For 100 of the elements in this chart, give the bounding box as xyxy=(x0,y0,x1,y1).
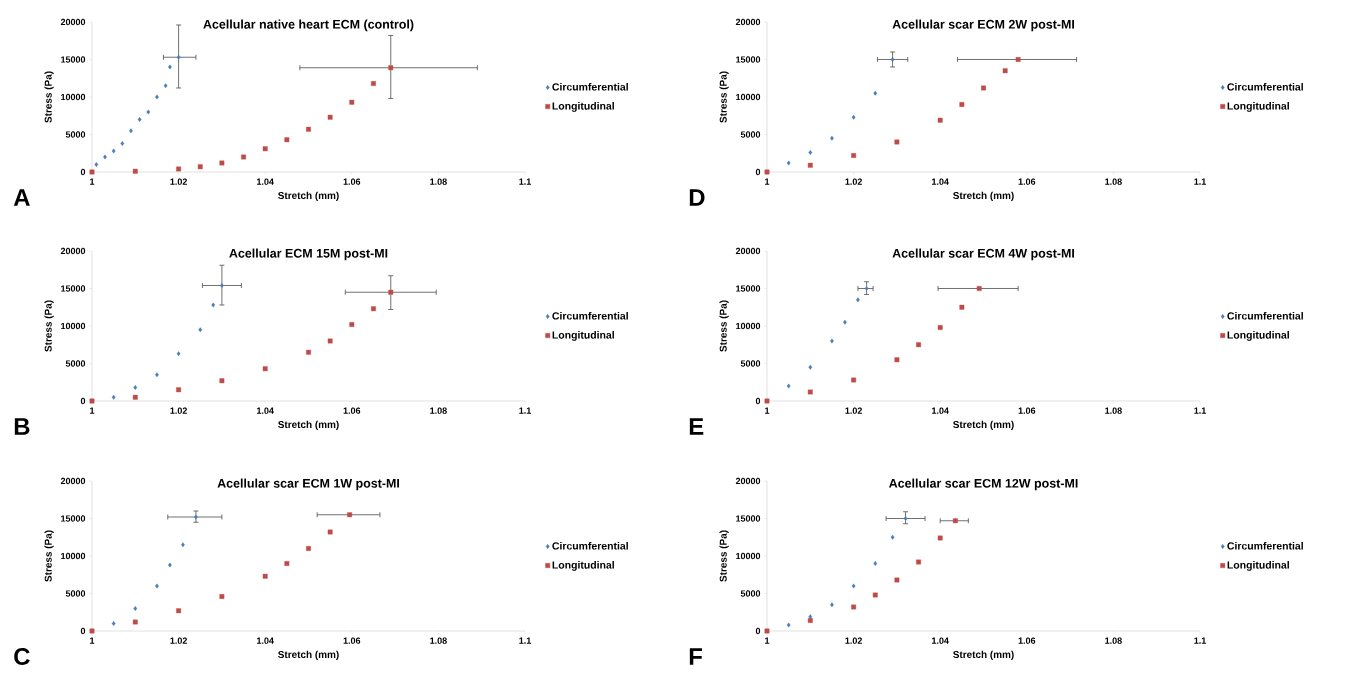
x-tick-label: 1.08 xyxy=(430,407,447,414)
y-tick-label: 0 xyxy=(755,397,761,405)
point xyxy=(371,81,376,86)
x-axis-title: Stretch (mm) xyxy=(953,650,1014,660)
point xyxy=(306,546,311,551)
x-tick-label: 1.04 xyxy=(257,637,274,644)
legend-label: Circumferential xyxy=(1227,541,1303,550)
y-tick-label: 20000 xyxy=(60,18,86,26)
x-tick-label: 1.08 xyxy=(430,178,447,185)
y-axis-title: Stress (Pa) xyxy=(44,71,54,123)
x-tick-label: 1.1 xyxy=(1194,637,1206,644)
point xyxy=(306,349,311,355)
point xyxy=(1002,68,1008,74)
point xyxy=(241,154,246,160)
point xyxy=(873,561,878,566)
point xyxy=(808,150,813,155)
y-tick-label: 10000 xyxy=(61,93,86,101)
x-tick-label: 1.04 xyxy=(257,178,274,185)
y-axis-title: Stress (Pa) xyxy=(44,530,54,582)
point xyxy=(830,338,834,344)
y-tick-label: 5000 xyxy=(65,360,86,367)
x-tick-label: 1 xyxy=(90,637,95,644)
point xyxy=(851,153,857,158)
point xyxy=(388,289,394,295)
point xyxy=(103,154,107,160)
y-tick-label: 10000 xyxy=(736,552,761,560)
point xyxy=(198,327,203,333)
chart-title: Acellular scar ECM 1W post-MI xyxy=(217,478,399,491)
legend-label: Longitudinal xyxy=(1227,330,1289,341)
point xyxy=(197,164,203,170)
point xyxy=(851,583,856,589)
point xyxy=(890,57,895,62)
x-tick-label: 1 xyxy=(765,407,770,414)
text: D xyxy=(689,189,705,206)
x-tick-label: 1.06 xyxy=(1018,178,1036,185)
point xyxy=(146,109,151,115)
point xyxy=(786,160,791,166)
point xyxy=(94,162,99,167)
x-tick-label: 1.1 xyxy=(519,407,531,414)
point xyxy=(916,559,921,565)
point xyxy=(388,65,394,71)
chart-title: Acellular ECM 15M post-MI xyxy=(229,248,388,261)
x-tick-label: 1.08 xyxy=(430,637,447,644)
point xyxy=(959,304,965,310)
point xyxy=(976,286,982,291)
x-axis-title: Stretch (mm) xyxy=(278,191,339,201)
y-tick-label: 10000 xyxy=(61,552,86,560)
x-tick-label: 1.06 xyxy=(1018,407,1036,414)
point xyxy=(349,322,355,327)
x-tick-label: 1 xyxy=(90,407,95,414)
point xyxy=(843,319,847,325)
x-tick-label: 1.04 xyxy=(932,178,949,185)
text: C xyxy=(14,648,30,665)
point xyxy=(176,387,181,393)
x-tick-label: 1.06 xyxy=(1018,637,1036,644)
y-tick-label: 5000 xyxy=(740,590,761,597)
point xyxy=(111,148,116,154)
point xyxy=(903,516,908,521)
y-tick-label: 15000 xyxy=(736,285,761,292)
legend-label: Longitudinal xyxy=(1227,101,1289,112)
legend-label: Circumferential xyxy=(1227,82,1303,91)
point xyxy=(864,286,869,291)
x-tick-label: 1.02 xyxy=(845,407,862,414)
point xyxy=(219,378,225,384)
point xyxy=(327,529,333,535)
point xyxy=(830,135,834,141)
y-tick-label: 15000 xyxy=(61,515,86,522)
x-tick-label: 1.04 xyxy=(932,637,949,644)
point xyxy=(872,592,878,598)
x-axis-title: Stretch (mm) xyxy=(278,650,339,660)
chart-title: Acellular scar ECM 2W post-MI xyxy=(892,19,1075,32)
y-tick-label: 20000 xyxy=(60,247,86,255)
text: F xyxy=(689,648,702,665)
point xyxy=(168,562,172,568)
point xyxy=(349,99,355,105)
point xyxy=(807,618,813,623)
x-tick-label: 1.1 xyxy=(519,178,531,185)
point xyxy=(786,383,791,389)
x-tick-label: 1.04 xyxy=(932,407,949,414)
x-tick-label: 1.02 xyxy=(170,637,187,644)
point xyxy=(262,146,268,152)
y-tick-label: 20000 xyxy=(735,18,761,26)
point xyxy=(262,366,268,372)
point xyxy=(284,561,290,566)
point xyxy=(327,114,333,120)
point xyxy=(132,168,138,174)
x-tick-label: 1.02 xyxy=(845,178,862,185)
legend-label: Longitudinal xyxy=(552,560,614,571)
y-tick-label: 0 xyxy=(80,168,86,176)
point xyxy=(111,394,116,400)
x-tick-label: 1 xyxy=(765,637,770,644)
y-tick-label: 0 xyxy=(755,627,761,635)
y-tick-label: 15000 xyxy=(61,285,86,292)
y-tick-label: 15000 xyxy=(736,515,761,522)
point xyxy=(111,621,116,626)
y-axis-title: Stress (Pa) xyxy=(719,71,729,123)
point xyxy=(830,602,834,608)
point xyxy=(219,594,225,599)
legend-label: Circumferential xyxy=(1227,311,1303,320)
x-tick-label: 1.02 xyxy=(845,637,862,644)
